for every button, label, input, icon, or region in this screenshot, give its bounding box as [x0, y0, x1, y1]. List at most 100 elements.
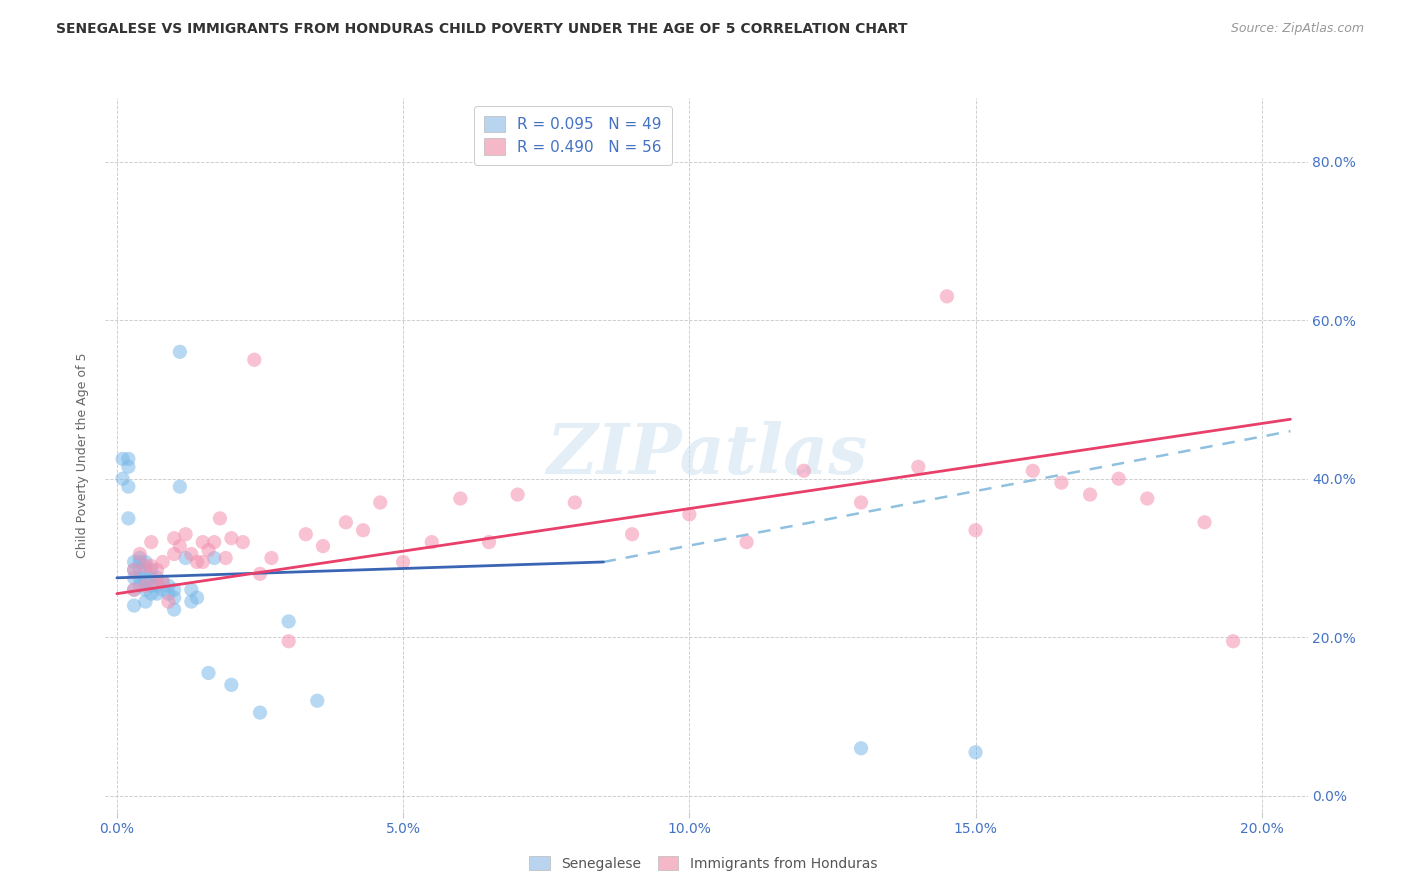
Point	[312, 539, 335, 553]
Point	[117, 511, 139, 525]
Point	[152, 574, 174, 589]
Point	[249, 566, 271, 581]
Y-axis label: Child Poverty Under the Age of 5: Child Poverty Under the Age of 5	[76, 352, 90, 558]
Text: ZIPatlas: ZIPatlas	[546, 421, 868, 489]
Point	[135, 582, 157, 597]
Point	[1022, 464, 1045, 478]
Point	[152, 574, 174, 589]
Point	[117, 451, 139, 466]
Point	[564, 495, 586, 509]
Point	[122, 599, 145, 613]
Point	[128, 551, 150, 566]
Point	[208, 511, 231, 525]
Point	[135, 574, 157, 589]
Point	[141, 571, 163, 585]
Point	[335, 516, 357, 530]
Legend: R = 0.095   N = 49, R = 0.490   N = 56: R = 0.095 N = 49, R = 0.490 N = 56	[474, 106, 672, 165]
Point	[141, 558, 163, 573]
Point	[221, 678, 243, 692]
Point	[163, 547, 186, 561]
Point	[117, 480, 139, 494]
Point	[277, 615, 299, 629]
Point	[117, 459, 139, 474]
Point	[169, 539, 191, 553]
Point	[1136, 491, 1159, 506]
Point	[180, 582, 202, 597]
Point	[152, 555, 174, 569]
Point	[420, 535, 443, 549]
Point	[135, 555, 157, 569]
Point	[186, 555, 208, 569]
Point	[146, 579, 169, 593]
Point	[1078, 487, 1101, 501]
Point	[163, 582, 186, 597]
Point	[141, 535, 163, 549]
Point	[1108, 472, 1130, 486]
Point	[352, 523, 374, 537]
Point	[128, 547, 150, 561]
Point	[122, 555, 145, 569]
Point	[936, 289, 959, 303]
Point	[146, 587, 169, 601]
Point	[146, 574, 169, 589]
Point	[174, 527, 197, 541]
Point	[174, 551, 197, 566]
Point	[202, 535, 225, 549]
Point	[141, 563, 163, 577]
Point	[277, 634, 299, 648]
Point	[163, 591, 186, 605]
Point	[849, 741, 872, 756]
Text: Source: ZipAtlas.com: Source: ZipAtlas.com	[1230, 22, 1364, 36]
Point	[307, 694, 329, 708]
Point	[735, 535, 758, 549]
Point	[392, 555, 415, 569]
Point	[163, 531, 186, 545]
Point	[169, 344, 191, 359]
Point	[232, 535, 254, 549]
Point	[146, 571, 169, 585]
Point	[191, 555, 214, 569]
Point	[202, 551, 225, 566]
Point	[478, 535, 501, 549]
Point	[111, 451, 134, 466]
Point	[449, 491, 471, 506]
Point	[122, 582, 145, 597]
Point	[1050, 475, 1073, 490]
Point	[128, 571, 150, 585]
Point	[295, 527, 318, 541]
Point	[249, 706, 271, 720]
Point	[621, 527, 644, 541]
Point	[180, 594, 202, 608]
Point	[122, 563, 145, 577]
Point	[146, 563, 169, 577]
Point	[1194, 516, 1216, 530]
Point	[260, 551, 283, 566]
Point	[157, 587, 180, 601]
Point	[128, 579, 150, 593]
Point	[128, 555, 150, 569]
Point	[907, 459, 929, 474]
Point	[849, 495, 872, 509]
Text: SENEGALESE VS IMMIGRANTS FROM HONDURAS CHILD POVERTY UNDER THE AGE OF 5 CORRELAT: SENEGALESE VS IMMIGRANTS FROM HONDURAS C…	[56, 22, 908, 37]
Point	[965, 523, 987, 537]
Point	[793, 464, 815, 478]
Point	[169, 480, 191, 494]
Point	[1222, 634, 1244, 648]
Point	[197, 543, 219, 558]
Point	[157, 594, 180, 608]
Point	[128, 563, 150, 577]
Legend: Senegalese, Immigrants from Honduras: Senegalese, Immigrants from Honduras	[523, 850, 883, 876]
Point	[163, 602, 186, 616]
Point	[506, 487, 529, 501]
Point	[141, 587, 163, 601]
Point	[214, 551, 236, 566]
Point	[135, 594, 157, 608]
Point	[678, 508, 700, 522]
Point	[243, 352, 266, 367]
Point	[157, 579, 180, 593]
Point	[141, 579, 163, 593]
Point	[111, 472, 134, 486]
Point	[122, 571, 145, 585]
Point	[180, 547, 202, 561]
Point	[135, 558, 157, 573]
